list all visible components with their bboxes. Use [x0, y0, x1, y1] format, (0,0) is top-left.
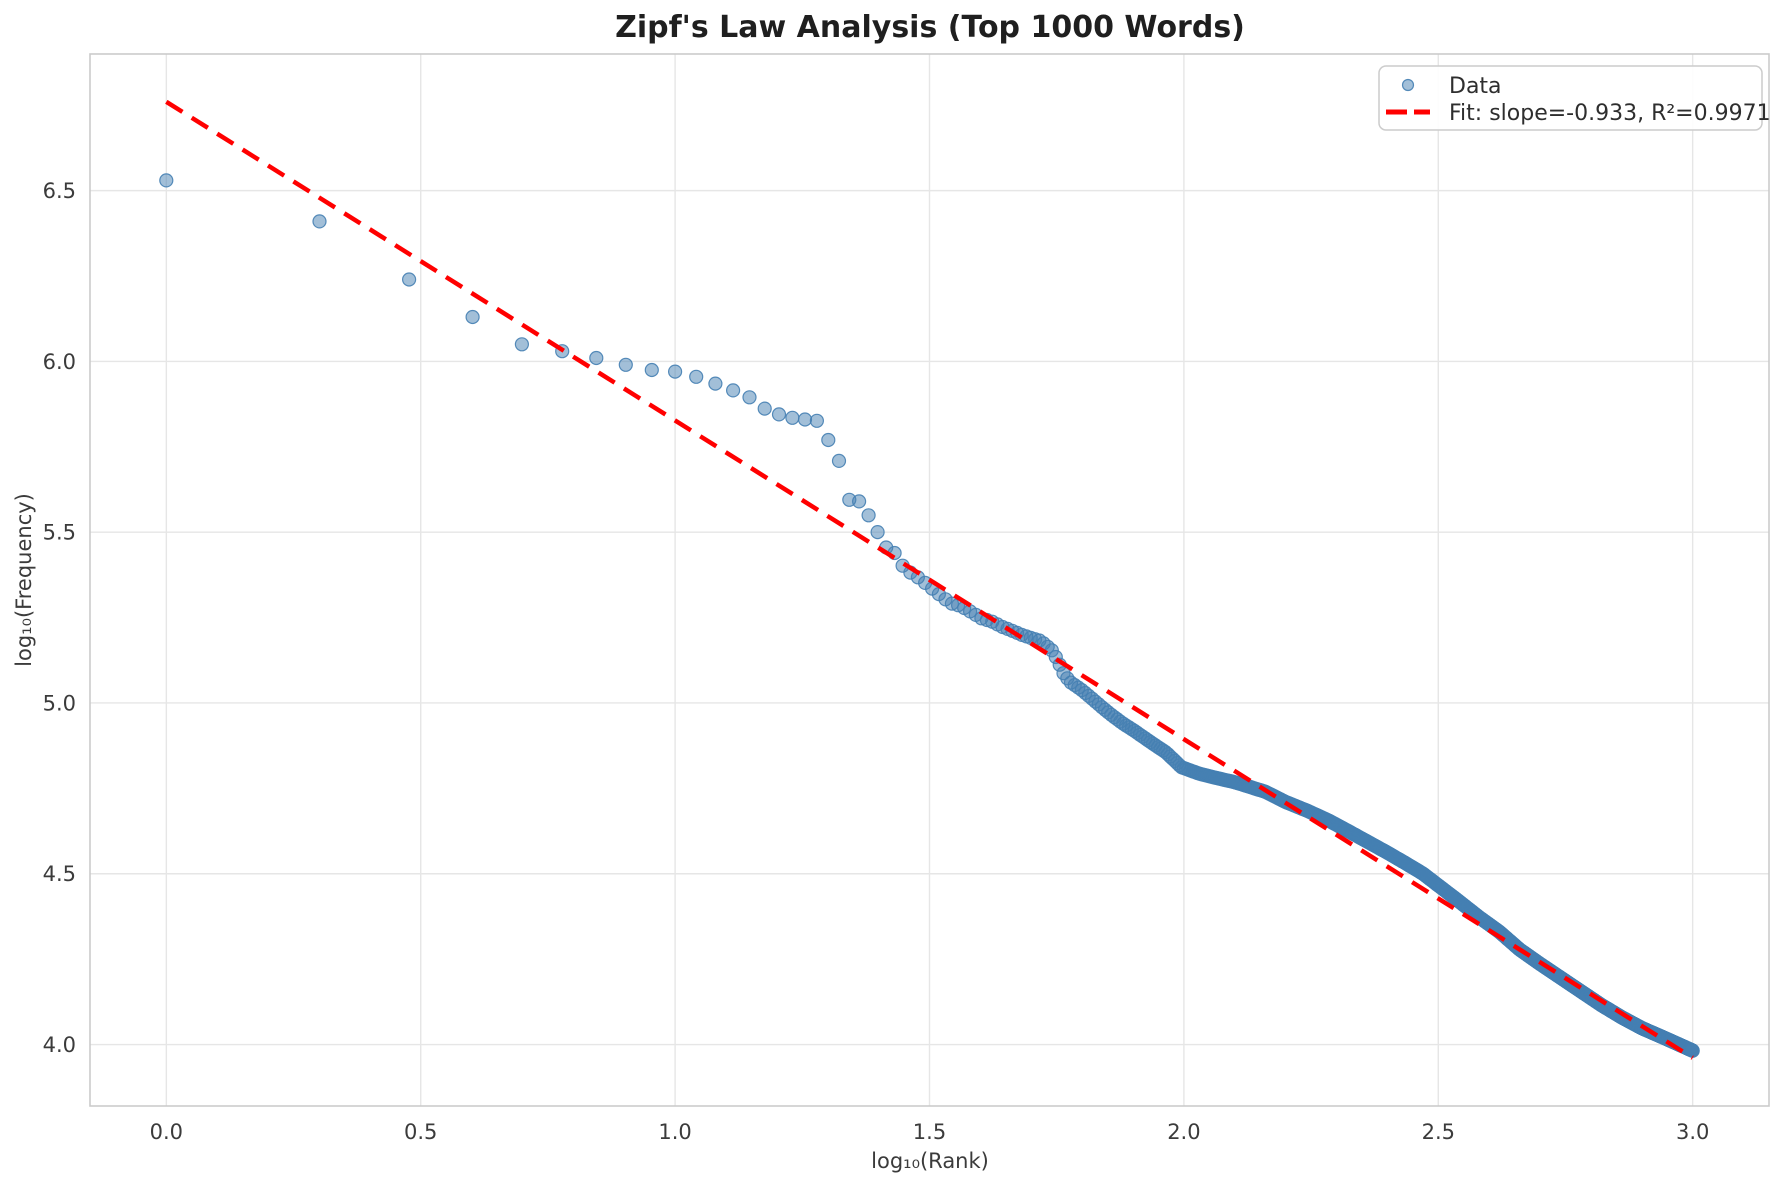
y-tick-label: 6.5 — [43, 179, 76, 203]
x-tick-label: 0.5 — [404, 1120, 437, 1144]
legend-data-marker-icon — [1401, 78, 1415, 92]
plot-border — [89, 53, 1770, 1107]
fit-line — [165, 99, 1694, 1060]
data-point — [797, 412, 813, 427]
legend-data-label: Data — [1449, 74, 1502, 99]
data-point — [644, 362, 659, 378]
y-tick-label: 6.0 — [43, 350, 76, 374]
y-tick-label: 4.5 — [43, 862, 76, 886]
data-point — [821, 432, 836, 448]
gridlines — [90, 54, 1769, 1106]
legend-box — [1378, 65, 1763, 131]
x-tick-label: 1.5 — [913, 1120, 946, 1144]
data-point — [589, 350, 604, 366]
data-point — [159, 173, 174, 188]
chart-title: Zipf's Law Analysis (Top 1000 Words) — [615, 10, 1245, 45]
data-point — [618, 357, 633, 372]
data-point — [689, 369, 704, 384]
x-tick-label: 2.5 — [1422, 1120, 1455, 1144]
data-point — [708, 376, 723, 391]
data-point — [742, 390, 757, 405]
y-tick-label: 4.0 — [43, 1033, 76, 1057]
data-point — [851, 494, 867, 509]
data-point — [312, 214, 327, 229]
data-point — [861, 508, 876, 523]
data-point — [667, 364, 683, 379]
data-point — [514, 337, 530, 352]
data-point — [465, 309, 480, 325]
data-point — [809, 413, 825, 428]
legend-fit-label: Fit: slope=-0.933, R²=0.9971 — [1449, 101, 1771, 126]
data-point — [1685, 1043, 1700, 1058]
data-point — [725, 383, 741, 398]
tick-labels: 0.0 0.5 1.0 1.5 2.0 2.5 3.0 4.0 4.5 5.0 5.5 6.0 6.5 — [43, 179, 1710, 1144]
data-point — [757, 401, 772, 416]
x-tick-label: 1.0 — [658, 1120, 691, 1144]
legend: Data Fit: slope=-0.933, R²=0.9971 — [1378, 65, 1771, 131]
x-tick-label: 2.0 — [1167, 1120, 1200, 1144]
data-point — [402, 272, 417, 287]
data-point — [831, 453, 847, 468]
data-point — [771, 407, 787, 422]
data-point — [870, 524, 885, 540]
y-tick-label: 5.5 — [43, 521, 76, 545]
x-tick-label: 3.0 — [1676, 1120, 1709, 1144]
data-point — [785, 410, 800, 425]
y-axis-label: log₁₀(Frequency) — [12, 493, 36, 667]
x-tick-label: 0.0 — [150, 1120, 183, 1144]
y-tick-label: 5.0 — [43, 691, 76, 715]
x-axis-label: log₁₀(Rank) — [871, 1149, 989, 1173]
